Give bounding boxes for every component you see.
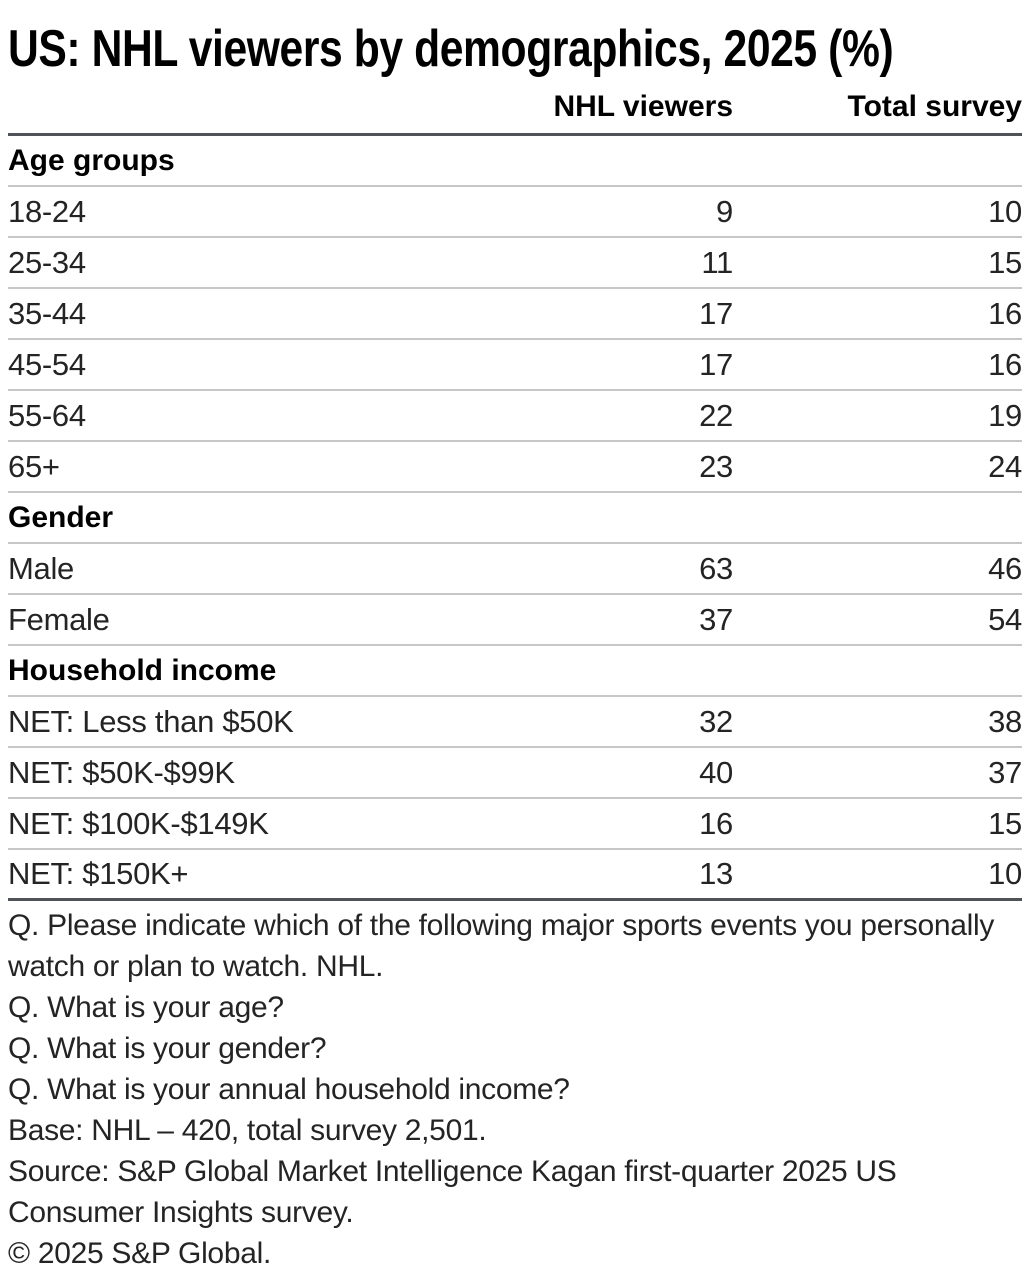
total-survey-value: 37: [988, 754, 1022, 790]
total-survey-value: 15: [988, 805, 1022, 841]
total-survey-value: 16: [988, 346, 1022, 382]
table-section-row: Gender: [8, 493, 1022, 545]
table-row: NET: $50K-$99K 40 37: [8, 748, 1022, 800]
demographics-table: NHL viewers Total survey Age groups 18-2…: [8, 78, 1022, 902]
nhl-viewers-value: 23: [699, 448, 733, 484]
total-survey-value: 10: [988, 856, 1022, 892]
row-label: 25-34: [8, 244, 86, 280]
row-label: NET: Less than $50K: [8, 703, 294, 739]
table-row: NET: $150K+ 13 10: [8, 850, 1022, 902]
footnote-base: Base: NHL – 420, total survey 2,501.: [8, 1114, 487, 1148]
nhl-viewers-value: 32: [699, 703, 733, 739]
table-row: Male 63 46: [8, 544, 1022, 596]
row-label: 18-24: [8, 193, 86, 229]
footnote-question-4: Q. What is your annual household income?: [8, 1073, 570, 1107]
row-label: Male: [8, 550, 74, 586]
nhl-viewers-value: 37: [699, 601, 733, 637]
table-row: NET: $100K-$149K 16 15: [8, 799, 1022, 851]
row-label: 35-44: [8, 295, 86, 331]
row-label: NET: $100K-$149K: [8, 805, 269, 841]
table-section-row: Age groups: [8, 136, 1022, 188]
footnote-question-1: Q. Please indicate which of the followin…: [8, 909, 995, 984]
total-survey-value: 10: [988, 193, 1022, 229]
row-label: 65+: [8, 448, 60, 484]
nhl-viewers-value: 16: [699, 805, 733, 841]
table-row: 18-24 9 10: [8, 187, 1022, 239]
table-row: 65+ 23 24: [8, 442, 1022, 494]
total-survey-value: 16: [988, 295, 1022, 331]
nhl-viewers-value: 13: [699, 856, 733, 892]
table-row: 45-54 17 16: [8, 340, 1022, 392]
table-row: 35-44 17 16: [8, 289, 1022, 341]
total-survey-value: 46: [988, 550, 1022, 586]
nhl-viewers-value: 22: [699, 397, 733, 433]
section-label: Age groups: [8, 143, 175, 177]
footnote-question-3: Q. What is your gender?: [8, 1032, 327, 1066]
footnote-copyright: © 2025 S&P Global.: [8, 1237, 271, 1271]
table-row: 55-64 22 19: [8, 391, 1022, 443]
row-label: 45-54: [8, 346, 86, 382]
row-label: 55-64: [8, 397, 86, 433]
section-label: Gender: [8, 500, 114, 534]
footnotes: Q. Please indicate which of the followin…: [8, 905, 1022, 1274]
footnote-source: Source: S&P Global Market Intelligence K…: [8, 1155, 897, 1230]
total-survey-value: 19: [988, 397, 1022, 433]
column-header-total-survey: Total survey: [847, 90, 1022, 124]
table-row: NET: Less than $50K 32 38: [8, 697, 1022, 749]
table-header-row: NHL viewers Total survey: [8, 78, 1022, 137]
nhl-viewers-value: 63: [699, 550, 733, 586]
nhl-viewers-value: 17: [699, 346, 733, 382]
row-label: NET: $150K+: [8, 856, 189, 892]
footnote-question-2: Q. What is your age?: [8, 991, 284, 1025]
total-survey-value: 38: [988, 703, 1022, 739]
row-label: NET: $50K-$99K: [8, 754, 235, 790]
table-section-row: Household income: [8, 646, 1022, 698]
nhl-viewers-value: 11: [701, 244, 733, 280]
total-survey-value: 54: [988, 601, 1022, 637]
total-survey-value: 15: [988, 244, 1022, 280]
row-label: Female: [8, 601, 110, 637]
column-header-nhl-viewers: NHL viewers: [553, 90, 733, 124]
section-label: Household income: [8, 653, 277, 687]
nhl-viewers-value: 17: [699, 295, 733, 331]
nhl-viewers-value: 40: [699, 754, 733, 790]
nhl-viewers-value: 9: [716, 193, 733, 229]
table-row: Female 37 54: [8, 595, 1022, 647]
page-title: US: NHL viewers by demographics, 2025 (%…: [8, 20, 894, 78]
total-survey-value: 24: [988, 448, 1022, 484]
table-row: 25-34 11 15: [8, 238, 1022, 290]
